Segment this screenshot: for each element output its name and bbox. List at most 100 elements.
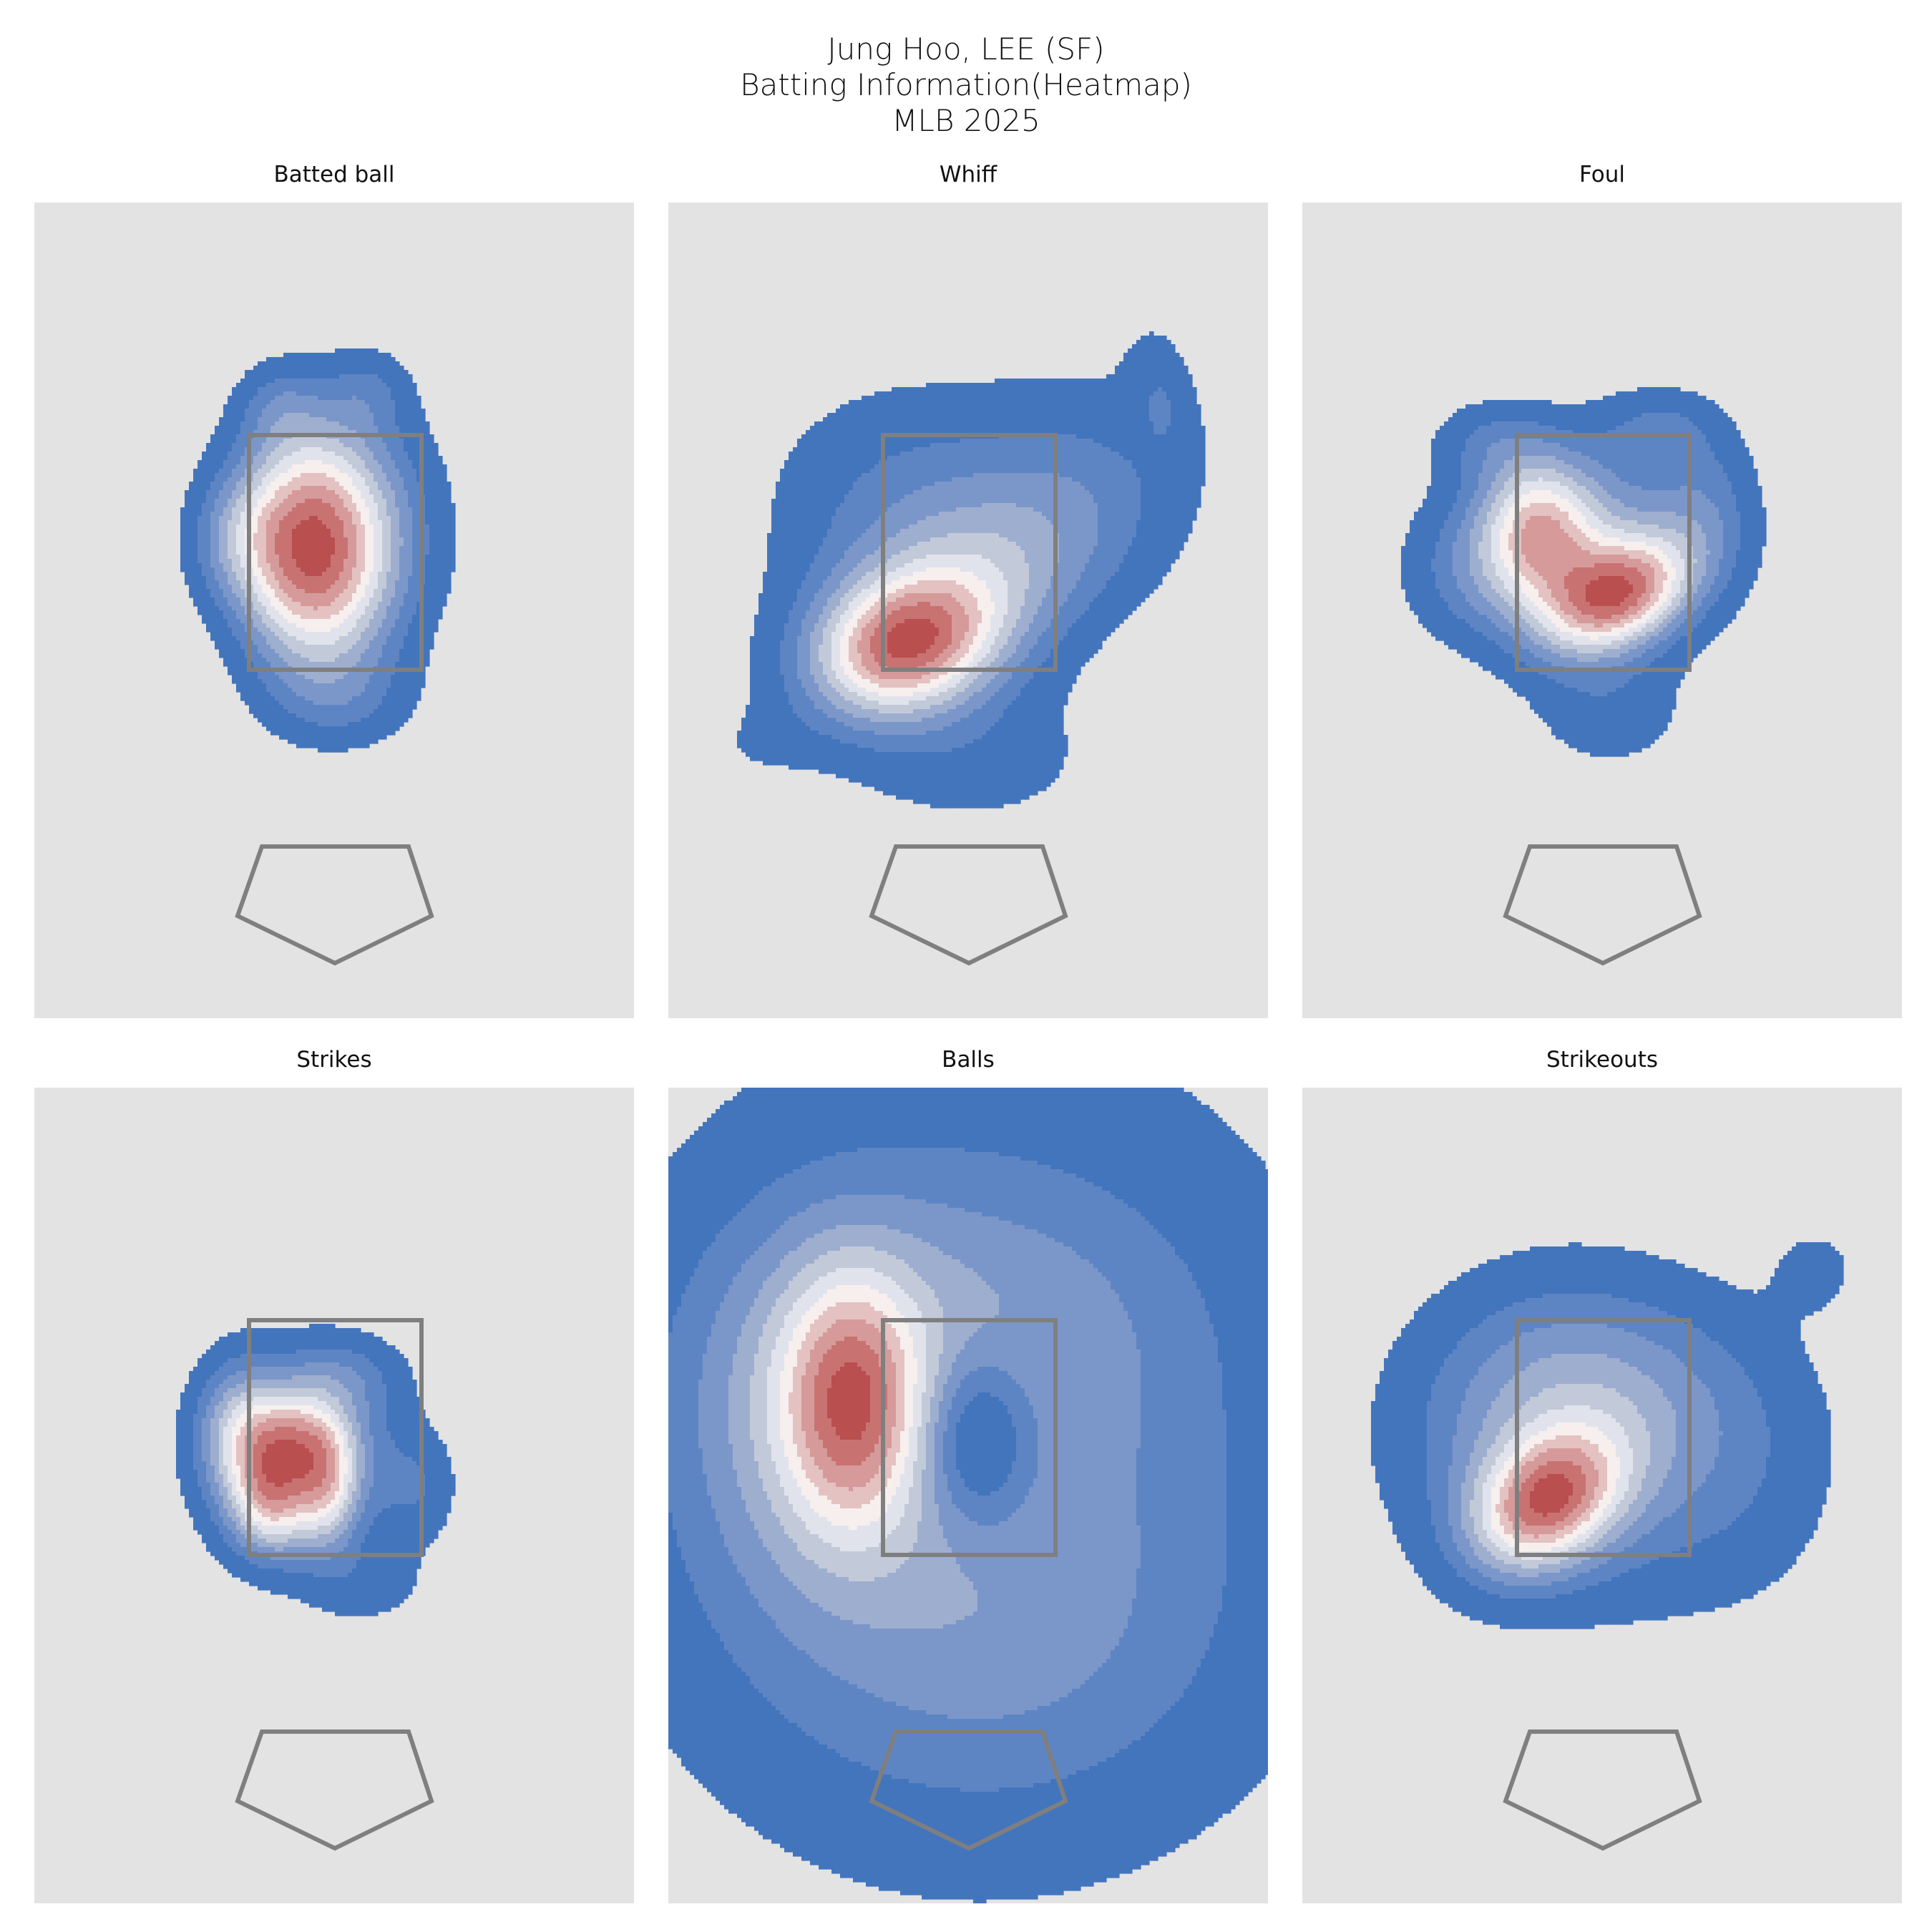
- density-cell: [395, 606, 400, 611]
- density-cell: [361, 623, 366, 628]
- density-cell: [356, 353, 361, 358]
- density-cell: [236, 653, 241, 658]
- density-cell: [378, 589, 383, 594]
- density-cell: [253, 499, 258, 504]
- density-cell: [331, 379, 336, 384]
- density-cell: [369, 683, 374, 688]
- density-cell: [348, 452, 353, 457]
- density-cell: [399, 417, 404, 422]
- density-cell: [365, 520, 370, 525]
- density-cell: [339, 409, 344, 414]
- density-cell: [943, 387, 948, 392]
- density-cell: [309, 383, 314, 388]
- density-cell: [253, 512, 258, 517]
- density-cell: [348, 722, 353, 727]
- density-cell: [382, 439, 387, 444]
- density-cell: [228, 610, 233, 615]
- density-cell: [369, 430, 374, 435]
- density-cell: [1175, 366, 1180, 371]
- density-cell: [331, 430, 336, 435]
- density-cell: [313, 705, 318, 710]
- density-cell: [275, 430, 280, 435]
- density-cell: [425, 486, 430, 491]
- density-cell: [382, 636, 387, 641]
- density-cell: [318, 533, 323, 538]
- density-cell: [318, 555, 323, 560]
- density-cell: [275, 636, 280, 641]
- density-cell: [193, 559, 198, 564]
- density-cell: [305, 417, 310, 422]
- density-cell: [361, 662, 366, 667]
- density-cell: [240, 662, 245, 667]
- density-cell: [296, 490, 301, 495]
- density-cell: [279, 701, 284, 706]
- density-cell: [369, 387, 374, 392]
- density-cell: [249, 585, 254, 590]
- density-cell: [926, 383, 931, 388]
- density-cell: [215, 610, 220, 615]
- density-cell: [335, 576, 340, 581]
- density-cell: [253, 645, 258, 650]
- density-cell: [391, 503, 396, 508]
- density-cell: [275, 692, 280, 697]
- density-cell: [335, 580, 340, 585]
- density-cell: [404, 572, 409, 577]
- density-cell: [982, 387, 987, 392]
- density-cell: [395, 722, 400, 727]
- density-cell: [1145, 379, 1150, 384]
- density-cell: [339, 658, 344, 663]
- density-cell: [322, 469, 327, 474]
- density-cell: [210, 516, 215, 521]
- density-cell: [369, 701, 374, 706]
- density-cell: [335, 709, 340, 714]
- density-cell: [442, 529, 447, 534]
- density-cell: [352, 503, 357, 508]
- density-cell: [429, 593, 434, 598]
- density-cell: [249, 473, 254, 478]
- density-cell: [322, 486, 327, 491]
- density-cell: [210, 585, 215, 590]
- density-cell: [185, 563, 190, 568]
- density-cell: [228, 623, 233, 628]
- density-cell: [416, 520, 421, 525]
- density-cell: [279, 610, 284, 615]
- density-cell: [1128, 379, 1133, 384]
- density-cell: [275, 632, 280, 637]
- density-cell: [339, 520, 344, 525]
- density-cell: [365, 632, 370, 637]
- density-cell: [262, 533, 267, 538]
- density-cell: [399, 503, 404, 508]
- density-cell: [313, 361, 318, 366]
- density-cell: [361, 507, 366, 512]
- density-cell: [318, 722, 323, 727]
- density-cell: [369, 379, 374, 384]
- density-cell: [245, 696, 250, 701]
- density-cell: [408, 452, 413, 457]
- density-cell: [352, 743, 357, 748]
- density-cell: [348, 400, 353, 405]
- density-cell: [331, 486, 336, 491]
- density-cell: [206, 477, 211, 482]
- density-cell: [301, 413, 306, 418]
- density-cell: [275, 409, 280, 414]
- density-cell: [399, 383, 404, 388]
- density-cell: [378, 361, 383, 366]
- density-cell: [301, 662, 306, 667]
- density-cell: [266, 705, 271, 710]
- density-cell: [262, 688, 267, 693]
- density-cell: [399, 632, 404, 637]
- density-cell: [416, 593, 421, 598]
- density-cell: [206, 628, 211, 633]
- density-cell: [378, 546, 383, 551]
- density-cell: [386, 404, 391, 409]
- density-cell: [404, 619, 409, 624]
- density-cell: [416, 430, 421, 435]
- density-cell: [361, 735, 366, 740]
- density-cell: [262, 640, 267, 645]
- density-cell: [348, 348, 353, 353]
- density-cell: [434, 537, 439, 542]
- density-cell: [331, 464, 336, 469]
- density-cell: [442, 482, 447, 487]
- density-cell: [288, 679, 293, 684]
- density-cell: [451, 503, 456, 508]
